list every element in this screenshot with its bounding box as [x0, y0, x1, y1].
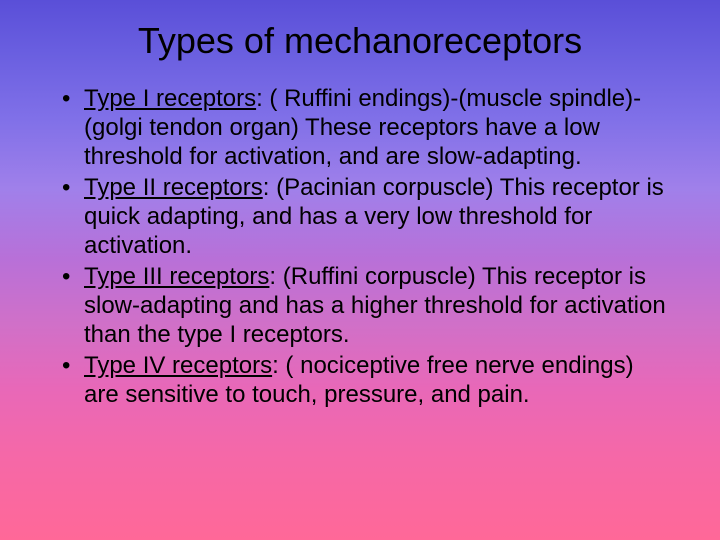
bullet-lead: Type I receptors: [84, 85, 256, 112]
bullet-lead: Type IV receptors: [84, 352, 272, 379]
slide: Types of mechanoreceptors Type I recepto…: [0, 0, 720, 540]
list-item: Type III receptors: (Ruffini corpuscle) …: [60, 262, 672, 349]
bullet-lead: Type II receptors: [84, 174, 263, 201]
bullet-lead: Type III receptors: [84, 263, 269, 290]
slide-title: Types of mechanoreceptors: [48, 20, 672, 62]
list-item: Type I receptors: ( Ruffini endings)-(mu…: [60, 84, 672, 171]
list-item: Type II receptors: (Pacinian corpuscle) …: [60, 173, 672, 260]
bullet-list: Type I receptors: ( Ruffini endings)-(mu…: [48, 84, 672, 409]
list-item: Type IV receptors: ( nociceptive free ne…: [60, 351, 672, 409]
